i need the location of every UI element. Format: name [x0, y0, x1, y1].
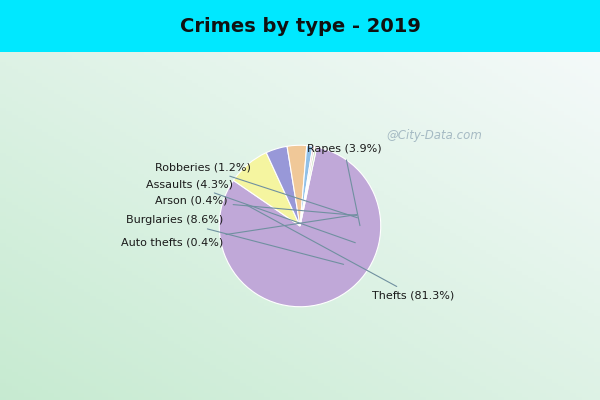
Text: Crimes by type - 2019: Crimes by type - 2019 — [179, 16, 421, 36]
Wedge shape — [300, 147, 317, 226]
Text: @City-Data.com: @City-Data.com — [386, 129, 482, 142]
Wedge shape — [287, 145, 307, 226]
Text: Assaults (4.3%): Assaults (4.3%) — [146, 179, 355, 243]
Text: Thefts (81.3%): Thefts (81.3%) — [246, 205, 455, 301]
Wedge shape — [219, 147, 381, 307]
Wedge shape — [266, 146, 300, 226]
Wedge shape — [300, 146, 315, 226]
Text: Rapes (3.9%): Rapes (3.9%) — [307, 144, 382, 226]
Wedge shape — [300, 146, 313, 226]
Wedge shape — [233, 153, 300, 226]
Text: Robberies (1.2%): Robberies (1.2%) — [155, 162, 358, 218]
Text: Arson (0.4%): Arson (0.4%) — [155, 196, 357, 216]
Text: Auto thefts (0.4%): Auto thefts (0.4%) — [121, 214, 356, 248]
Text: Burglaries (8.6%): Burglaries (8.6%) — [126, 216, 344, 264]
